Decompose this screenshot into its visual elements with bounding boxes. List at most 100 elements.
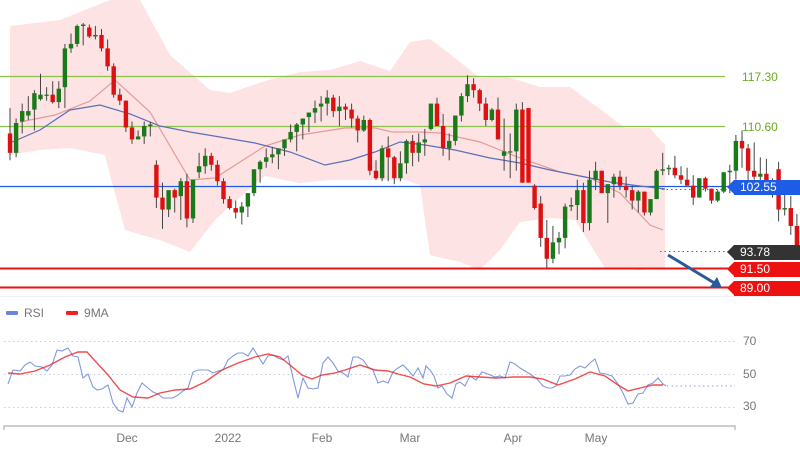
candle <box>349 109 354 119</box>
candle <box>50 94 55 103</box>
candle <box>62 48 68 88</box>
candle <box>630 190 635 201</box>
candle <box>276 148 281 155</box>
rsi-legend-label: RSI <box>24 306 45 320</box>
candle <box>196 166 202 173</box>
candle <box>745 148 751 171</box>
candle <box>209 155 214 165</box>
rsi-panel <box>4 341 735 413</box>
x-axis-label: Feb <box>311 431 333 445</box>
candle <box>111 66 116 95</box>
candle <box>581 190 586 223</box>
candle <box>758 173 763 177</box>
candle <box>483 103 488 121</box>
candle <box>471 84 476 91</box>
level-lines <box>0 75 734 289</box>
rsi-ma9-line <box>7 351 663 399</box>
rsi-legend: RSI 9MA <box>6 306 109 320</box>
candle <box>752 170 757 177</box>
candle <box>123 100 129 128</box>
candle <box>733 140 739 171</box>
candle <box>721 172 726 192</box>
candle <box>227 199 232 209</box>
candle <box>93 34 98 37</box>
candle <box>257 161 263 170</box>
candle <box>20 111 25 122</box>
bollinger-bands <box>10 0 665 270</box>
candle <box>13 122 19 153</box>
candle <box>300 118 305 125</box>
level-label-support-1: 91.50 <box>727 261 800 277</box>
candle <box>666 167 671 170</box>
candle <box>526 108 531 183</box>
candle <box>178 181 183 197</box>
candle <box>550 242 556 259</box>
candle <box>44 94 49 96</box>
candle <box>660 169 665 171</box>
candle <box>355 118 360 131</box>
forecast-arrow-icon <box>667 253 722 288</box>
candle <box>477 90 482 104</box>
candle <box>318 103 324 107</box>
candle <box>367 120 373 171</box>
candle <box>331 97 336 112</box>
candle <box>32 93 37 110</box>
candle <box>465 84 470 97</box>
candle <box>282 139 287 149</box>
candle <box>251 169 257 194</box>
candle <box>373 170 379 179</box>
candle <box>453 115 458 141</box>
candle <box>739 140 745 149</box>
candle <box>532 185 537 209</box>
candle <box>422 139 427 143</box>
candle <box>788 208 793 226</box>
ma9-legend-label: 9MA <box>84 306 109 320</box>
candle <box>508 151 513 153</box>
candle <box>495 109 501 140</box>
candle <box>160 197 165 210</box>
candle <box>264 157 269 162</box>
candle <box>392 157 397 179</box>
candle <box>38 94 43 100</box>
candle <box>404 140 409 164</box>
candle <box>520 109 525 183</box>
candle <box>428 103 434 129</box>
candle <box>337 106 342 112</box>
candle <box>605 184 610 194</box>
candle <box>294 124 299 132</box>
candle <box>501 151 507 156</box>
candle <box>117 94 122 101</box>
candle <box>440 125 446 149</box>
candle <box>556 237 562 243</box>
candle <box>587 179 592 223</box>
candle <box>678 175 684 180</box>
rsi-tick-50: 50 <box>743 367 757 381</box>
candle <box>239 206 244 213</box>
candle <box>764 173 769 185</box>
candle <box>361 120 366 131</box>
candle <box>727 170 732 173</box>
candle <box>459 96 464 116</box>
candle <box>434 103 440 126</box>
x-axis-label: May <box>584 431 608 445</box>
candle <box>599 170 604 194</box>
rsi-legend-swatch <box>6 311 18 315</box>
candle <box>215 164 220 182</box>
candle <box>306 112 312 118</box>
candle <box>447 140 452 149</box>
candle <box>562 206 568 238</box>
rsi-tick-30: 30 <box>743 399 757 413</box>
ma9-legend-swatch <box>66 311 79 315</box>
candle <box>105 48 110 67</box>
candle <box>575 190 580 206</box>
candle <box>288 131 293 140</box>
candle <box>74 26 80 44</box>
candle <box>514 109 519 152</box>
candle <box>648 199 653 213</box>
candle <box>154 164 159 198</box>
candle <box>386 148 391 158</box>
candle <box>26 111 31 116</box>
candle <box>190 179 196 219</box>
level-label-support-2: 89.00 <box>727 280 800 296</box>
